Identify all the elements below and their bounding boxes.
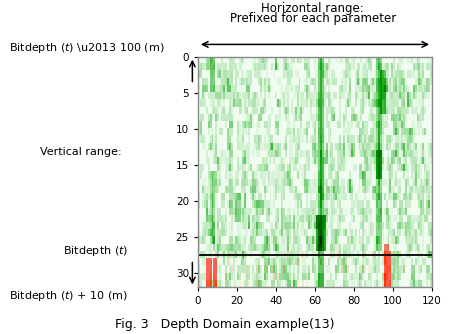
Text: Fig. 3   Depth Domain example(13): Fig. 3 Depth Domain example(13) — [115, 318, 335, 331]
Text: Bitdepth ($\mathit{t}$) \u2013 100 (m): Bitdepth ($\mathit{t}$) \u2013 100 (m) — [9, 41, 165, 55]
Text: Vertical range:: Vertical range: — [40, 148, 122, 157]
Text: Bitdepth ($\mathit{t}$) + 10 (m): Bitdepth ($\mathit{t}$) + 10 (m) — [9, 289, 128, 303]
Text: Bitdepth ($\mathit{t}$): Bitdepth ($\mathit{t}$) — [63, 244, 128, 258]
Text: Horizontal range:: Horizontal range: — [261, 2, 364, 15]
Text: Prefixed for each parameter: Prefixed for each parameter — [230, 12, 396, 25]
